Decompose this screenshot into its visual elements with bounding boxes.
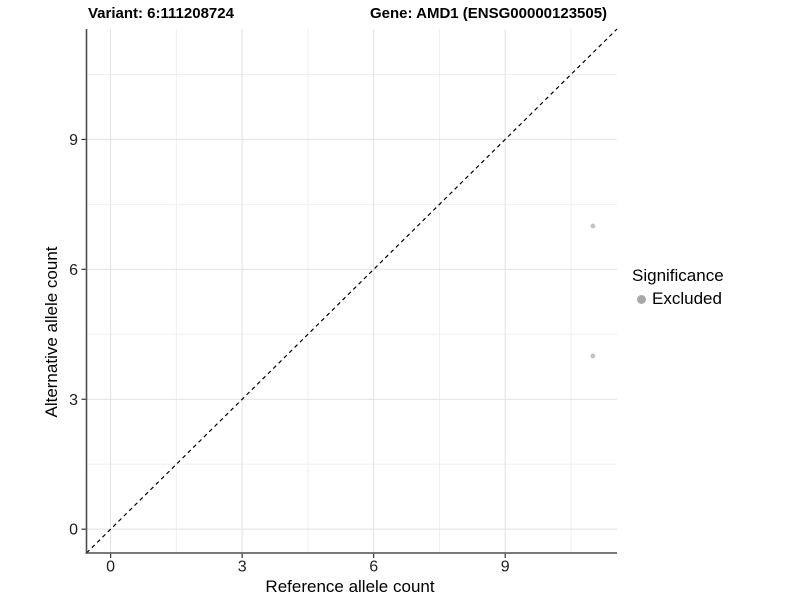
y-tick-label: 3 bbox=[69, 392, 78, 409]
identity-dashed-line bbox=[86, 28, 618, 554]
x-tick-label: 0 bbox=[106, 559, 115, 576]
x-tick-label: 6 bbox=[369, 559, 378, 576]
y-tick-label: 0 bbox=[69, 522, 78, 539]
data-points bbox=[590, 223, 596, 359]
major-gridlines bbox=[86, 29, 617, 553]
variant-title: Variant: 6:111208724 bbox=[88, 5, 234, 22]
axis-lines bbox=[85, 29, 617, 554]
minor-gridlines bbox=[86, 29, 617, 553]
data-point bbox=[590, 353, 596, 359]
legend-title: Significance bbox=[632, 266, 724, 285]
y-tick-label: 6 bbox=[69, 262, 78, 279]
y-tick-labels: 0 3 6 9 bbox=[69, 132, 78, 539]
y-tick-label: 9 bbox=[69, 132, 78, 149]
legend: Significance Excluded bbox=[632, 266, 724, 309]
x-axis-title: Reference allele count bbox=[265, 577, 435, 596]
legend-item-label: Excluded bbox=[652, 289, 722, 308]
x-tick-labels: 0 3 6 9 bbox=[106, 559, 510, 576]
excluded-point-icon bbox=[637, 294, 646, 304]
tick-marks bbox=[81, 138, 506, 558]
x-tick-label: 9 bbox=[501, 559, 510, 576]
gene-title: Gene: AMD1 (ENSG00000123505) bbox=[370, 5, 608, 22]
x-tick-label: 3 bbox=[238, 559, 247, 576]
data-point bbox=[590, 223, 596, 229]
legend-item-excluded: Excluded bbox=[632, 289, 724, 309]
y-axis-title: Alternative allele count bbox=[42, 246, 61, 418]
